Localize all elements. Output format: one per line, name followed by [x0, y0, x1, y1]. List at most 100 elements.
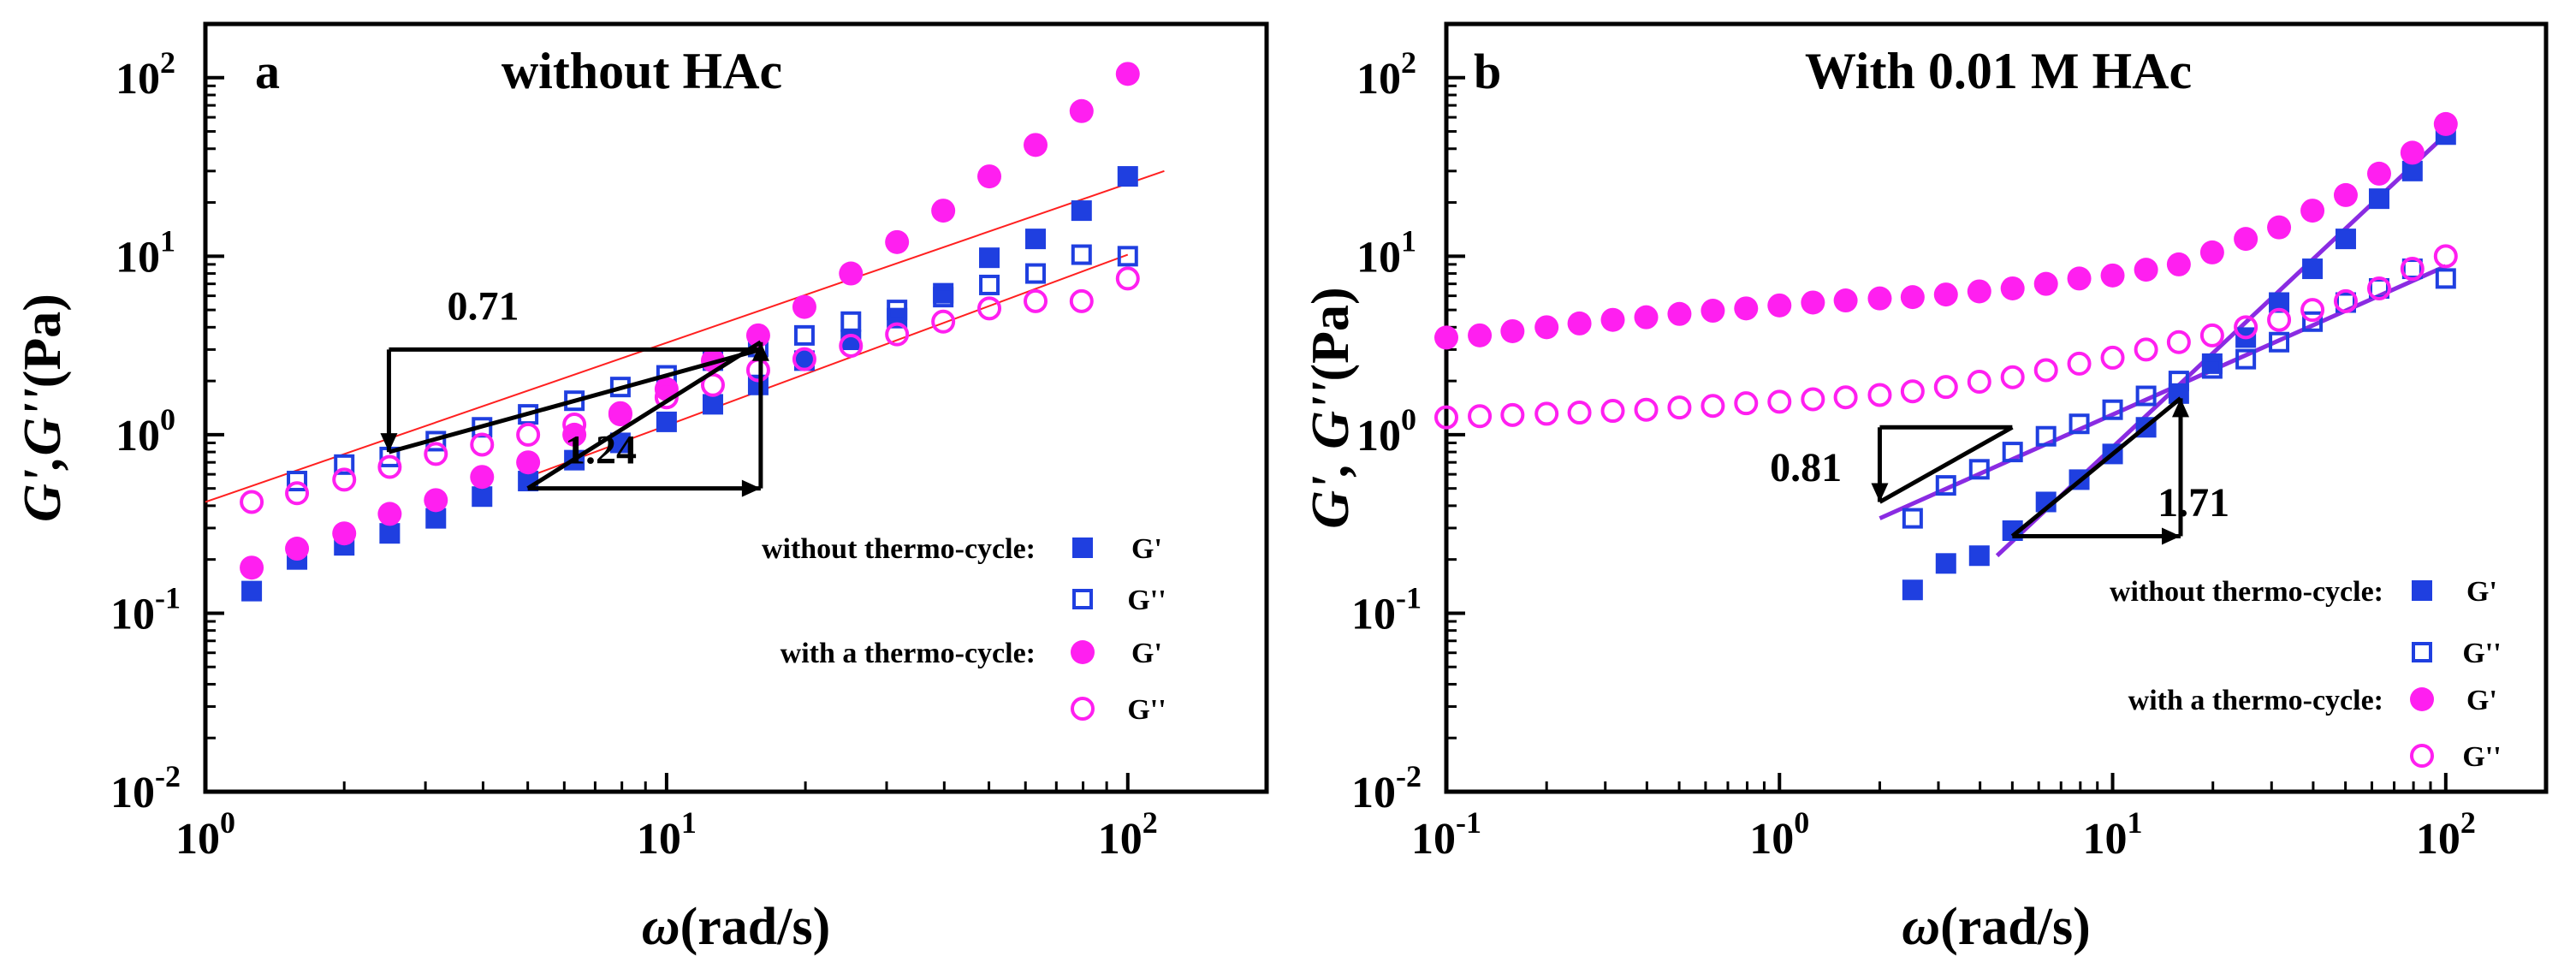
data-point: [1935, 553, 1956, 574]
panel-label: b: [1474, 44, 1501, 99]
x-tick-exponent: 2: [1143, 805, 1158, 840]
data-point: [1071, 244, 1092, 265]
data-point: [470, 465, 495, 490]
x-tick-label: 10-1: [1411, 805, 1481, 864]
data-point: [2400, 257, 2425, 282]
data-point: [287, 471, 308, 492]
data-point: [656, 411, 677, 432]
data-point: [839, 261, 864, 286]
data-point: [1833, 385, 1858, 410]
slope-hypotenuse: [2010, 396, 2182, 538]
y-axis-unit: (Pa): [1302, 287, 1360, 381]
data-point: [1567, 311, 1592, 336]
data-point: [887, 300, 908, 321]
data-point: [241, 580, 263, 602]
data-point: [885, 322, 910, 347]
data-point: [977, 164, 1002, 189]
data-point: [1025, 263, 1047, 284]
plot-frame: [1444, 21, 2549, 794]
data-point: [1833, 288, 1858, 313]
slope-hypotenuse: [1879, 425, 2014, 504]
slope-label: 0.81: [1770, 445, 1842, 490]
data-point: [1634, 305, 1659, 330]
data-point: [977, 296, 1002, 321]
data-point: [1024, 288, 1048, 313]
slope-annotation: 0.71: [380, 284, 762, 454]
data-point: [979, 274, 1000, 295]
legend: without thermo-cycle: G' G'' with a thermo-…: [2110, 576, 2502, 773]
data-point: [2433, 244, 2458, 269]
data-point: [1968, 459, 1990, 480]
legend: without thermo-cycle: G' G'' with a thermo-…: [762, 533, 1166, 726]
data-point: [1069, 98, 1094, 123]
data-point: [1935, 475, 1956, 496]
legend-group-label: without thermo-cycle:: [2110, 576, 2383, 608]
slope-hypotenuse: [388, 347, 762, 454]
y-tick-label: 10-1: [1351, 580, 1422, 638]
data-point: [1701, 299, 1725, 324]
slope-label: 1.71: [2158, 480, 2229, 526]
data-point: [1734, 296, 1759, 321]
data-point: [2234, 315, 2258, 340]
data-point: [1468, 323, 1493, 347]
data-point: [2134, 258, 2158, 282]
y-axis-label: G',G''(Pa): [14, 294, 72, 522]
data-point: [2033, 358, 2058, 383]
data-point: [240, 555, 264, 580]
x-tick-exponent: 1: [2128, 805, 2143, 840]
data-point: [377, 454, 402, 479]
slope-hypotenuse: [526, 340, 763, 490]
arrow-head: [751, 342, 769, 361]
y-tick-exponent: 2: [160, 45, 175, 80]
x-tick-exponent: 2: [2460, 805, 2476, 840]
y-tick-exponent: 1: [160, 223, 175, 258]
x-tick-label: 100: [1749, 805, 1809, 864]
y-tick-label: 102: [116, 45, 175, 104]
data-point: [792, 294, 816, 319]
legend-group-label: with a thermo-cycle:: [781, 638, 1036, 669]
data-point: [332, 467, 357, 492]
y-tick-label: 10-2: [110, 759, 181, 817]
y-tick-label: 100: [1356, 402, 1416, 460]
data-point: [2235, 348, 2257, 370]
data-point: [2366, 161, 2391, 186]
data-point: [2069, 413, 2090, 435]
slope-label: 0.71: [447, 284, 519, 330]
data-point: [839, 333, 864, 358]
data-point: [1024, 133, 1048, 157]
legend-symbol: G'': [1127, 585, 1166, 616]
legend-marker: [2410, 687, 2434, 711]
data-point: [2435, 268, 2456, 289]
data-point: [285, 481, 310, 506]
x-tick-exponent: 0: [220, 805, 235, 840]
data-point: [2166, 330, 2191, 354]
data-point: [2135, 385, 2157, 407]
legend-symbol: G'': [1127, 694, 1166, 726]
data-point: [1634, 397, 1659, 422]
series-2: [240, 62, 1140, 580]
data-point: [1933, 282, 1958, 307]
data-point: [793, 324, 815, 346]
data-point: [334, 454, 355, 475]
data-point: [2269, 331, 2290, 353]
data-point: [792, 347, 816, 371]
data-point: [470, 432, 495, 457]
data-point: [1701, 394, 1725, 419]
series-3: [240, 266, 1140, 514]
x-tick-label: 100: [175, 805, 235, 864]
data-point: [2067, 266, 2092, 291]
data-point: [1900, 285, 1925, 310]
data-point: [1967, 370, 1991, 395]
data-point: [562, 413, 587, 437]
legend-symbol: G': [2466, 576, 2497, 608]
arrow-head: [2172, 398, 2190, 418]
data-point: [2433, 111, 2458, 136]
data-point: [472, 486, 493, 508]
data-point: [2368, 188, 2389, 210]
data-point: [2102, 399, 2123, 420]
data-point: [2335, 229, 2356, 250]
data-point: [1968, 545, 1990, 567]
data-point: [1434, 325, 1458, 350]
data-point: [1115, 62, 1140, 86]
x-axis-label: ω(rad/s): [1902, 898, 2091, 956]
